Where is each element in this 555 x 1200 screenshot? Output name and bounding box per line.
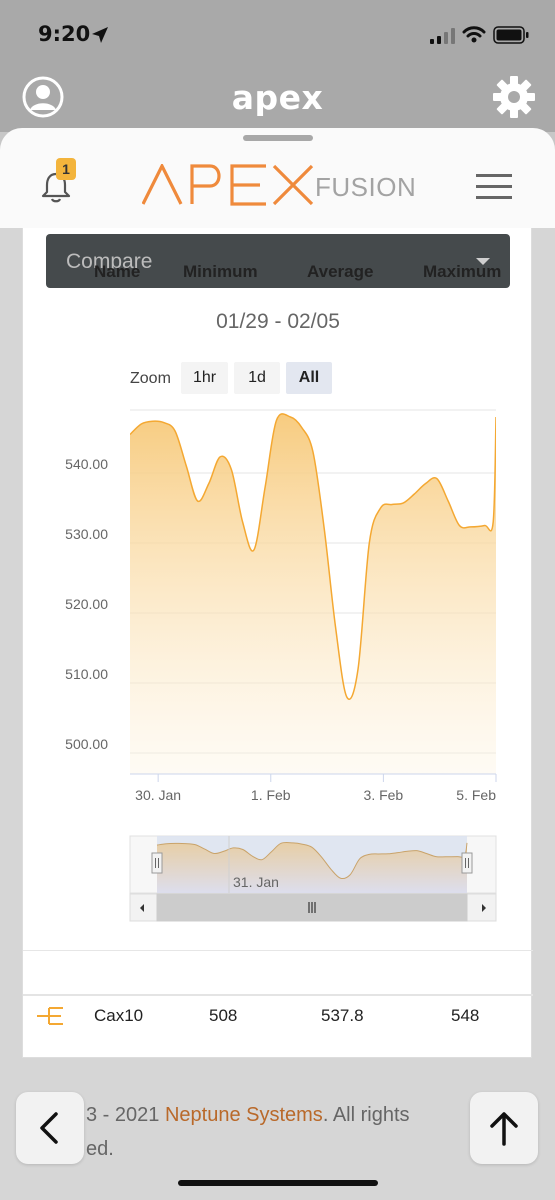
- x-tick-label: 1. Feb: [251, 787, 291, 803]
- navigator-right-handle[interactable]: [461, 852, 473, 874]
- navigator-label: 31. Jan: [233, 874, 279, 890]
- date-range: 01/29 - 02/05: [216, 310, 340, 333]
- handle-body: [461, 852, 473, 874]
- home-indicator: [178, 1180, 378, 1186]
- series-legend-symbol: [37, 1007, 63, 1025]
- status-bar: 9:20: [0, 0, 555, 66]
- y-tick-label: 500.00: [65, 736, 108, 752]
- notification-badge: 1: [56, 158, 76, 180]
- profile-icon[interactable]: [20, 74, 66, 120]
- chart-card: Compare 01/29 - 02/05 Zoom 1hr 1d All 54…: [22, 228, 533, 1058]
- logo-fusion-text: FUSION: [315, 172, 417, 202]
- row-maximum: 548: [451, 1006, 480, 1025]
- header-maximum: Maximum: [423, 262, 502, 281]
- header-minimum: Minimum: [183, 262, 258, 281]
- footer-line2: ed.: [86, 1138, 114, 1160]
- wifi-icon: [462, 26, 486, 43]
- navigator-scrollbar[interactable]: [129, 893, 497, 922]
- zoom-1d-button[interactable]: 1d: [234, 362, 280, 394]
- series-area: [130, 413, 496, 774]
- footer-suffix: . All rights: [322, 1104, 410, 1126]
- app-bar: apex: [0, 66, 555, 132]
- y-tick-label: 510.00: [65, 666, 108, 682]
- battery-icon: [493, 26, 529, 44]
- scroll-left-icon: [140, 904, 144, 912]
- chevron-left-icon: [40, 1112, 58, 1144]
- hamburger-menu-icon[interactable]: [476, 172, 512, 202]
- compare-label: Compare: [66, 250, 153, 273]
- y-tick-label: 520.00: [65, 596, 108, 612]
- footer-copyright: 3 - 2021 Neptune Systems. All rights ed.: [86, 1098, 466, 1166]
- row-average: 537.8: [321, 1006, 364, 1025]
- chevron-down-icon: [476, 258, 490, 265]
- scroll-top-button[interactable]: [470, 1092, 538, 1164]
- row-minimum: 508: [209, 1006, 238, 1025]
- x-tick-label: 30. Jan: [135, 787, 181, 803]
- header-name: Name: [94, 262, 141, 281]
- series-line: [130, 413, 496, 700]
- y-tick-label: 530.00: [65, 526, 108, 542]
- navigator-left-handle[interactable]: [151, 852, 163, 874]
- sheet-header: 1 FUSION: [0, 128, 555, 228]
- compare-dropdown[interactable]: Compare: [46, 234, 510, 288]
- arrow-up-icon: [490, 1112, 518, 1146]
- back-button[interactable]: [16, 1092, 84, 1164]
- zoom-label: Zoom: [130, 370, 171, 387]
- zoom-1hr-button[interactable]: 1hr: [181, 362, 228, 394]
- header-average: Average: [307, 262, 374, 281]
- table-divider: [23, 994, 533, 996]
- navigator-area: [157, 842, 467, 893]
- navigator-line: [156, 841, 468, 880]
- gear-icon[interactable]: [490, 73, 538, 121]
- scroll-right-icon: [482, 904, 486, 912]
- sheet-grabber[interactable]: [243, 135, 313, 141]
- app-title: apex: [231, 78, 324, 117]
- location-arrow-icon: [92, 27, 108, 43]
- stats-table: [23, 950, 533, 951]
- row-name: Cax10: [94, 1006, 144, 1025]
- cellular-signal-icon: [430, 28, 455, 44]
- neptune-systems-link[interactable]: Neptune Systems: [164, 1104, 323, 1126]
- x-tick-label: 5. Feb: [456, 787, 496, 803]
- status-time: 9:20: [38, 22, 91, 46]
- footer-prefix: 3 - 2021: [86, 1104, 165, 1126]
- apex-logo: [142, 164, 314, 206]
- x-tick-label: 3. Feb: [364, 787, 404, 803]
- zoom-all-button[interactable]: All: [286, 362, 332, 394]
- y-tick-label: 540.00: [65, 456, 108, 472]
- sensor-chart[interactable]: 540.00 530.00 520.00 510.00 500.00 30. Jan 1. …: [23, 228, 533, 948]
- handle-body: [151, 852, 163, 874]
